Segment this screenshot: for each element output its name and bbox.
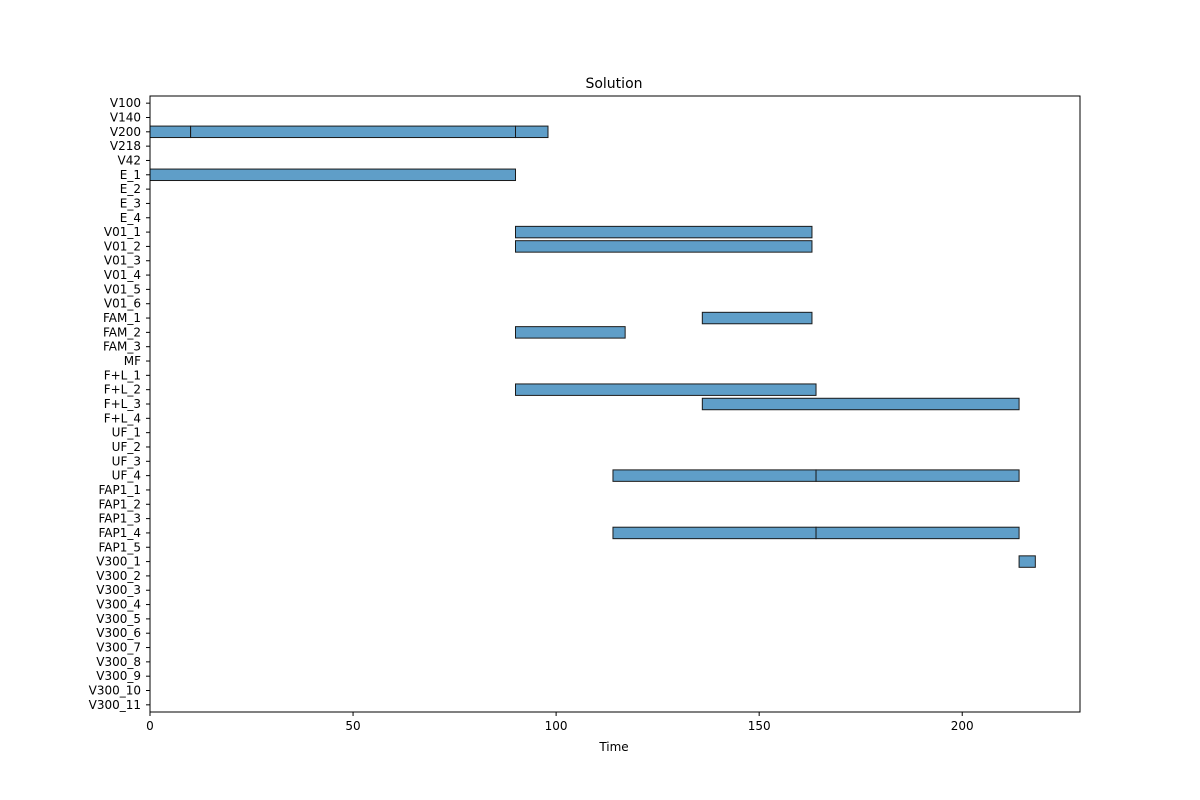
y-tick-label: V01_2 xyxy=(104,239,141,253)
y-tick-label: UF_4 xyxy=(112,469,141,483)
task-bar xyxy=(815,469,1020,482)
y-tick-label: V200 xyxy=(110,125,141,139)
y-tick-label: V300_5 xyxy=(96,612,141,626)
y-tick-label: E_2 xyxy=(120,182,141,196)
y-tick-label: V300_10 xyxy=(89,684,141,698)
y-tick-label: V300_11 xyxy=(89,698,141,712)
y-tick-label: FAP1_5 xyxy=(98,540,141,554)
task-bar xyxy=(612,526,817,540)
task-bar xyxy=(515,125,549,139)
y-tick-label: V300_7 xyxy=(96,641,141,655)
y-tick-label: FAP1_3 xyxy=(98,512,141,526)
task-bar xyxy=(815,526,1020,540)
y-tick-label: UF_3 xyxy=(112,454,141,468)
task-bar xyxy=(612,469,817,482)
y-tick-label: UF_2 xyxy=(112,440,141,454)
y-tick-label: E_1 xyxy=(120,168,141,182)
task-bar xyxy=(515,225,813,239)
task-bar xyxy=(515,240,813,253)
task-bar xyxy=(701,311,813,325)
y-tick-label: V300_9 xyxy=(96,669,141,683)
y-tick-label: V01_3 xyxy=(104,254,141,268)
y-tick-label: MF xyxy=(124,354,141,368)
y-tick-label: F+L_2 xyxy=(104,383,141,397)
task-bar xyxy=(1018,555,1036,568)
chart-title: Solution xyxy=(585,76,642,92)
y-tick-label: UF_1 xyxy=(112,426,141,440)
y-tick-label: V01_1 xyxy=(104,225,141,239)
task-bar xyxy=(149,125,192,139)
y-tick-label: FAP1_1 xyxy=(98,483,141,497)
task-bar xyxy=(515,326,626,339)
bars-layer xyxy=(149,125,1036,568)
y-tick-label: F+L_3 xyxy=(104,397,141,411)
task-bar xyxy=(515,383,817,396)
task-bar xyxy=(701,397,1020,411)
y-tick-label: V300_4 xyxy=(96,598,141,612)
y-tick-label: F+L_4 xyxy=(104,411,141,425)
x-axis-label: Time xyxy=(598,740,628,754)
y-tick-label: FAP1_2 xyxy=(98,497,141,511)
task-bar xyxy=(149,168,517,182)
y-tick-label: V218 xyxy=(110,139,141,153)
x-tick-label: 150 xyxy=(748,719,771,733)
x-tick-label: 100 xyxy=(545,719,568,733)
y-tick-label: V01_4 xyxy=(104,268,141,282)
y-tick-label: FAM_2 xyxy=(103,325,141,339)
x-tick-label: 0 xyxy=(146,719,154,733)
y-tick-label: V300_1 xyxy=(96,555,141,569)
y-tick-label: V300_3 xyxy=(96,583,141,597)
x-tick-label: 50 xyxy=(345,719,360,733)
y-tick-label: V01_6 xyxy=(104,297,141,311)
y-tick-label: FAP1_4 xyxy=(98,526,141,540)
y-tick-label: V140 xyxy=(110,110,141,124)
y-tick-label: FAM_1 xyxy=(103,311,141,325)
x-tick-label: 200 xyxy=(951,719,974,733)
y-tick-label: E_4 xyxy=(120,211,141,225)
y-tick-label: FAM_3 xyxy=(103,340,141,354)
y-axis: V100V140V200V218V42E_1E_2E_3E_4V01_1V01_… xyxy=(89,96,150,712)
y-tick-label: V42 xyxy=(118,153,141,167)
x-axis: 0 50 100 150 200 xyxy=(146,712,974,733)
y-tick-label: V300_6 xyxy=(96,626,141,640)
y-tick-label: V100 xyxy=(110,96,141,110)
y-tick-label: V300_8 xyxy=(96,655,141,669)
y-tick-label: V300_2 xyxy=(96,569,141,583)
y-tick-label: V01_5 xyxy=(104,282,141,296)
task-bar xyxy=(190,125,517,139)
y-tick-label: E_3 xyxy=(120,196,141,210)
y-tick-label: F+L_1 xyxy=(104,368,141,382)
